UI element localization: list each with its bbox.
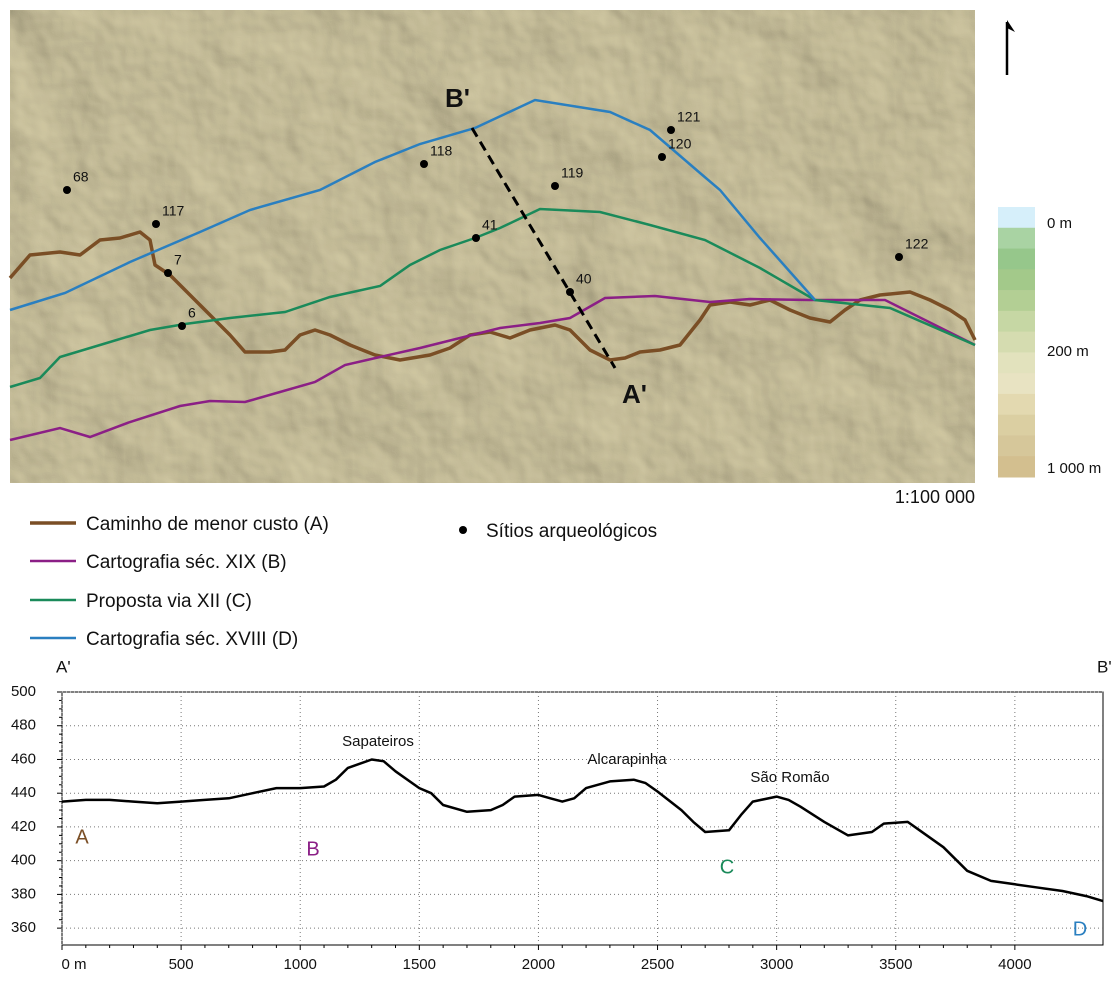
- site-legend-symbol: [459, 526, 467, 534]
- legend-text: Caminho de menor custo (A): [86, 514, 329, 535]
- site-point: [472, 234, 480, 242]
- y-tick-label: 380: [11, 885, 36, 902]
- y-tick-label: 500: [11, 683, 36, 700]
- site-point: [566, 288, 574, 296]
- elevation-band: [998, 290, 1035, 311]
- site-label: 119: [561, 165, 584, 181]
- legend-text: Cartografia séc. XIX (B): [86, 552, 287, 573]
- elevation-label: 0 m: [1047, 215, 1072, 232]
- y-tick-label: 440: [11, 784, 36, 801]
- profile-line: [62, 760, 1103, 902]
- elevation-band: [998, 352, 1035, 373]
- elevation-profile: A' B' 360 380 400 420 440 460 480 500 0 m 500 1000…: [11, 657, 1112, 972]
- site-point: [164, 269, 172, 277]
- elevation-legend: [998, 207, 1035, 478]
- elevation-band: [998, 394, 1035, 415]
- site-point: [63, 186, 71, 194]
- site-label: 122: [905, 236, 929, 252]
- x-tick-label: 1500: [403, 956, 436, 973]
- legend-text: Proposta via XII (C): [86, 591, 252, 612]
- x-tick-label: 4000: [998, 956, 1031, 973]
- site-label: 41: [482, 217, 498, 233]
- site-label: 121: [677, 109, 701, 125]
- route-marker: C: [720, 856, 734, 878]
- elevation-band: [998, 269, 1035, 290]
- elevation-band: [998, 373, 1035, 394]
- site-label: 7: [174, 252, 182, 268]
- legend-text: Cartografia séc. XVIII (D): [86, 629, 298, 650]
- site-point: [551, 182, 559, 190]
- plot-frame: [62, 692, 1103, 945]
- peak-annotation: Sapateiros: [342, 733, 414, 750]
- legend: Caminho de menor custo (A) Cartografia sé…: [30, 514, 329, 650]
- site-label: 6: [188, 305, 196, 321]
- elevation-band: [998, 456, 1035, 477]
- elevation-band: [998, 249, 1035, 270]
- x-tick-label: 0 m: [61, 956, 86, 973]
- north-arrow: [1007, 20, 1015, 75]
- x-tick-label: 500: [169, 956, 194, 973]
- route-marker: A: [75, 826, 89, 848]
- site-point: [178, 322, 186, 330]
- y-tick-label: 400: [11, 852, 36, 869]
- y-tick-label: 420: [11, 818, 36, 835]
- site-point: [152, 220, 160, 228]
- site-label: 68: [73, 169, 89, 185]
- x-tick-label: 3500: [879, 956, 912, 973]
- y-tick-label: 360: [11, 919, 36, 936]
- peak-annotation: São Romão: [750, 769, 829, 786]
- x-tick-label: 2500: [641, 956, 674, 973]
- site-point: [895, 253, 903, 261]
- elevation-band: [998, 435, 1035, 456]
- profile-start-label: A': [56, 657, 71, 676]
- x-tick-label: 2000: [522, 956, 555, 973]
- section-start-label: B': [445, 83, 470, 113]
- elevation-band: [998, 415, 1035, 436]
- elevation-band: [998, 332, 1035, 353]
- site-point: [658, 153, 666, 161]
- route-marker: B: [306, 838, 319, 860]
- site-point: [420, 160, 428, 168]
- elevation-label: 200 m: [1047, 343, 1089, 360]
- elevation-band: [998, 228, 1035, 249]
- map: B' A' 68 117 7 6 118 41 119 40 120 121 122: [10, 10, 975, 483]
- hillshade: [10, 10, 975, 483]
- site-label: 117: [162, 203, 185, 219]
- profile-end-label: B': [1097, 657, 1112, 676]
- site-label: 118: [430, 143, 453, 159]
- peak-annotation: Alcarapinha: [587, 751, 667, 768]
- page: B' A' 68 117 7 6 118 41 119 40 120 121 122 0 m 200…: [0, 0, 1117, 981]
- site-label: 120: [668, 136, 692, 152]
- map-scale: 1:100 000: [895, 487, 975, 507]
- site-point: [667, 126, 675, 134]
- elevation-band: [998, 311, 1035, 332]
- y-tick-label: 460: [11, 750, 36, 767]
- route-marker: D: [1073, 918, 1087, 940]
- x-tick-label: 3000: [760, 956, 793, 973]
- elevation-band: [998, 207, 1035, 228]
- elevation-label: 1 000 m: [1047, 460, 1101, 477]
- x-tick-label: 1000: [284, 956, 317, 973]
- y-tick-label: 480: [11, 717, 36, 734]
- section-end-label: A': [622, 379, 647, 409]
- site-label: 40: [576, 271, 592, 287]
- site-legend-text: Sítios arqueológicos: [486, 521, 657, 542]
